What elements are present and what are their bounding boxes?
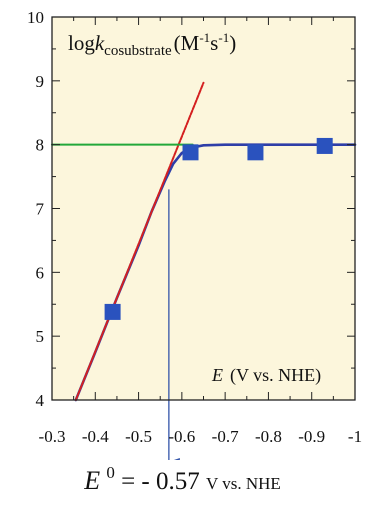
y-tick-label: 4 (36, 391, 45, 410)
x-axis-label: E (V vs. NHE) (211, 365, 321, 386)
caption-value: = - 0.57 (121, 468, 200, 495)
axes-layer: 4 5 6 7 8 9 10 -0.3 -0.4 -0.5 -0.6 -0.7 -0.8 -0.9 -1 (27, 8, 362, 460)
x-axis-label-text: (V vs. NHE) (230, 365, 321, 386)
x-tick-label: -0.5 (125, 427, 152, 446)
caption-superscript: 0 (106, 463, 115, 482)
y-tick-label: 6 (36, 263, 45, 282)
x-tick-label: -0.7 (212, 427, 239, 446)
caption-symbol: E (84, 466, 101, 495)
inner-label-units-exp2: -1 (218, 30, 229, 45)
e0-caption: E 0 = - 0.57 V vs. NHE (0, 463, 365, 496)
plot-area (52, 17, 355, 400)
inner-label-units-close: ) (229, 31, 236, 55)
inner-label-units-exp1: -1 (199, 30, 210, 45)
y-tick-label: 10 (27, 8, 44, 27)
x-tick-label: -0.4 (82, 427, 109, 446)
caption-unit: V vs. NHE (206, 474, 281, 493)
inner-label: logkcosubstrate(M-1s-1) (68, 30, 236, 59)
data-point-3 (247, 144, 264, 161)
y-tick-label: 8 (36, 136, 45, 155)
inner-label-log: log (68, 31, 95, 55)
data-point-4 (316, 137, 333, 154)
data-point-2 (182, 144, 199, 161)
y-tick-label: 9 (36, 72, 45, 91)
inner-label-units-open: (M (174, 31, 200, 55)
inner-label-units-mid: s (210, 31, 218, 55)
x-tick-label: -0.6 (168, 427, 195, 446)
inner-label-k: k (95, 31, 105, 55)
markers-layer (104, 137, 333, 320)
inner-label-subscript: cosubstrate (104, 43, 172, 59)
data-point-1 (104, 303, 121, 320)
x-tick-label: -1 (348, 427, 362, 446)
chart: 4 5 6 7 8 9 10 -0.3 -0.4 -0.5 -0.6 -0.7 -0.8 -0.9 -1 l… (27, 8, 362, 460)
y-tick-label: 7 (36, 200, 45, 219)
y-tick-label: 5 (36, 327, 45, 346)
x-tick-label: -0.3 (39, 427, 66, 446)
x-tick-label: -0.8 (255, 427, 282, 446)
x-axis-label-symbol: E (211, 365, 223, 385)
asymptote-linear-line (74, 81, 205, 401)
x-tick-label: -0.9 (298, 427, 325, 446)
